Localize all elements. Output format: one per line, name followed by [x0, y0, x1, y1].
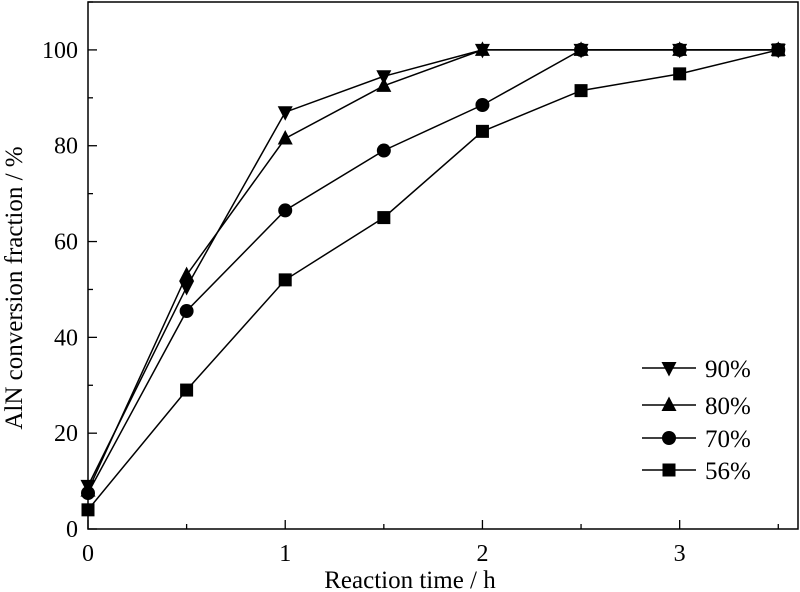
data-point	[81, 486, 95, 501]
legend-label: 56%	[705, 458, 751, 485]
legend-marker	[662, 431, 676, 445]
data-point	[277, 130, 293, 145]
series-2	[81, 42, 786, 501]
data-point	[278, 203, 293, 218]
data-point	[377, 211, 391, 225]
series-line	[87, 49, 779, 492]
axes: 0 1 2 3 0 20 40 60 80 100	[42, 1, 799, 567]
data-point	[672, 42, 687, 57]
legend-item: 70%	[642, 426, 751, 453]
x-tick-label: 0	[82, 541, 94, 567]
series-3	[81, 43, 785, 517]
y-tick-label: 80	[54, 134, 78, 160]
data-point	[81, 503, 95, 517]
data-point	[180, 383, 194, 397]
data-point	[673, 67, 687, 81]
legend: 90% 80% 70% 56%	[642, 356, 751, 485]
series-line	[87, 49, 779, 494]
data-point	[474, 41, 490, 56]
data-point	[475, 124, 489, 138]
y-tick-label: 40	[54, 325, 78, 351]
data-point	[179, 304, 194, 319]
legend-label: 80%	[705, 393, 751, 420]
y-tick-label: 60	[54, 230, 78, 256]
legend-item: 90%	[642, 356, 751, 383]
data-point	[475, 98, 490, 113]
legend-marker	[662, 463, 676, 477]
x-axis-label: Reaction time / h	[324, 567, 496, 592]
legend-item: 80%	[642, 393, 751, 420]
x-tick-label: 2	[476, 541, 488, 567]
data-point	[278, 273, 292, 287]
data-point	[574, 42, 589, 57]
data-point	[574, 84, 588, 98]
legend-marker	[661, 362, 677, 377]
y-axis-label: AlN conversion fraction / %	[1, 146, 28, 429]
series-layer	[80, 41, 786, 517]
y-tick-label: 20	[54, 421, 78, 447]
legend-marker	[661, 396, 677, 411]
x-tick-label: 3	[674, 541, 686, 567]
legend-label: 90%	[705, 356, 751, 383]
legend-label: 70%	[705, 426, 751, 453]
data-point	[376, 77, 392, 92]
plot-frame	[87, 1, 799, 530]
data-point	[179, 266, 195, 282]
y-tick-label: 0	[66, 517, 78, 543]
data-point	[376, 143, 391, 158]
series-1	[80, 41, 786, 497]
x-tick-label: 1	[279, 541, 291, 567]
series-line	[87, 49, 779, 511]
data-point	[277, 106, 293, 121]
data-point	[771, 43, 785, 57]
legend-item: 56%	[642, 458, 751, 485]
y-tick-label: 100	[42, 38, 78, 64]
